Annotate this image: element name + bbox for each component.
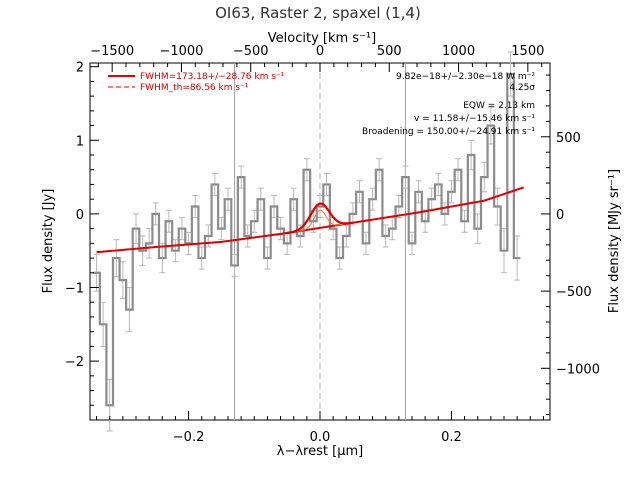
thermal-gaussian-line [287,209,353,234]
chart-title: OI63, Raster 2, spaxel (1,4) [215,4,421,22]
annotation-broadening: Broadening = 150.00+/−24.91 km s⁻¹ [362,127,535,137]
fit-gaussian-line [286,202,354,235]
continuum-line [96,186,525,254]
fit-curves [96,186,525,254]
legend-fwhm-th-label: FWHM_th=86.56 km s⁻¹ [140,83,249,93]
reference-lines [234,63,406,420]
x-axis-label: λ−λrest [μm] [277,444,363,459]
y2-tick-label: −1000 [556,362,600,377]
y2-axis-label: Flux density [MJy sr⁻¹] [607,169,622,313]
y-tick-label: 1 [76,134,84,149]
x-tick-label: 0.2 [441,430,462,445]
spectrum-series [93,72,521,407]
legend: FWHM=173.18+/−28.76 km s⁻¹ FWHM_th=86.56… [108,72,285,93]
annotation-eqw: EQW = 2.13 km [463,101,535,111]
x2-tick-label: 1500 [511,44,544,59]
x2-tick-label: −500 [233,44,269,59]
y-axis-label: Flux density [Jy] [41,189,56,294]
y2-tick-label: 500 [556,131,581,146]
annotation-velocity: v = 11.58+/−15.46 km s⁻¹ [414,114,535,124]
x2-tick-label: 0 [316,44,324,59]
x2-tick-label: 1000 [442,44,475,59]
x2-axis-label: Velocity [km s⁻¹] [268,31,376,46]
annotation-significance: 4.25σ [509,83,535,93]
axis-ticks [90,63,550,420]
y-tick-label: 0 [76,208,84,223]
axis-tick-labels: −0.2 0.0 0.2 −2 −1 0 1 2 −1500 −1000 −500 0 500 1000 1… [65,44,600,445]
fit-annotations: 9.82e−18+/−2.30e−18 W m⁻² 4.25σ EQW = 2.… [362,72,535,137]
x2-tick-label: 500 [377,44,402,59]
x-tick-label: −0.2 [173,430,205,445]
y2-tick-label: −500 [556,285,592,300]
x2-tick-label: −1500 [90,44,134,59]
y-tick-label: −1 [65,282,84,297]
annotation-line-flux: 9.82e−18+/−2.30e−18 W m⁻² [396,72,535,82]
error-bars [93,51,521,432]
legend-fwhm-label: FWHM=173.18+/−28.76 km s⁻¹ [140,72,285,82]
y-tick-label: −2 [65,355,84,370]
y-tick-label: 2 [76,61,84,76]
y2-tick-label: 0 [556,208,564,223]
x2-tick-label: −1000 [159,44,203,59]
x-tick-label: 0.0 [310,430,331,445]
spectrum-line [93,72,521,407]
